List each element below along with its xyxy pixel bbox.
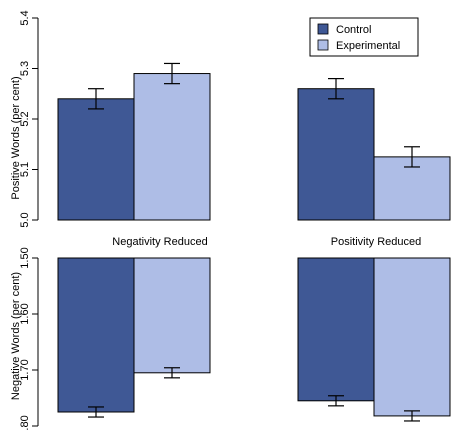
bottom-bar-positivity-reduced-experimental bbox=[373, 257, 451, 417]
top-panel: 5.0 5.1 5.2 5.3 5.4 Positive Words (per cent… bbox=[10, 10, 451, 228]
top-bars bbox=[57, 73, 451, 221]
top-bar-negativity-reduced-experimental bbox=[133, 73, 211, 221]
top-error-bar-positivity-reduced-control bbox=[328, 77, 344, 100]
bottom-bar-positivity-reduced-control bbox=[297, 257, 375, 402]
bottom-panel: 1.50 1.60 1.70 1.80 Negative Words (per cen… bbox=[10, 247, 451, 431]
category-label-negativity-reduced: Negativity Reduced bbox=[112, 236, 207, 248]
bottom-error-bar-positivity-reduced-control bbox=[328, 395, 344, 407]
top-error-bars bbox=[88, 62, 420, 168]
top-error-bar-negativity-reduced-experimental bbox=[164, 62, 180, 85]
bottom-bar-negativity-reduced-experimental bbox=[133, 257, 211, 374]
category-label-positivity-reduced: Positivity Reduced bbox=[331, 236, 422, 248]
top-bar-negativity-reduced-control bbox=[57, 98, 135, 221]
bottom-bars bbox=[57, 257, 451, 417]
legend-label-experimental: Experimental bbox=[336, 40, 400, 52]
bottom-y-tick-label-0: 1.50 bbox=[19, 247, 31, 268]
bottom-y-tick-label-2: 1.70 bbox=[19, 359, 31, 380]
bottom-y-tick-label-3: 1.80 bbox=[19, 415, 31, 431]
bottom-error-bars bbox=[88, 367, 420, 422]
top-y-tick-label-0: 5.0 bbox=[19, 212, 31, 227]
legend: Control Experimental bbox=[309, 17, 419, 57]
top-y-axis: 5.0 5.1 5.2 5.3 5.4 bbox=[19, 10, 39, 228]
top-bar-positivity-reduced-control bbox=[297, 88, 375, 221]
top-y-tick-label-3: 5.3 bbox=[19, 61, 31, 76]
top-y-tick-label-2: 5.2 bbox=[19, 111, 31, 126]
top-y-tick-label-1: 5.1 bbox=[19, 162, 31, 177]
bottom-error-bar-negativity-reduced-experimental bbox=[164, 367, 180, 379]
top-y-tick-label-4: 5.4 bbox=[19, 10, 31, 25]
bottom-y-axis: 1.50 1.60 1.70 1.80 bbox=[19, 247, 39, 431]
top-y-axis-label: Positive Words (per cent) bbox=[10, 76, 22, 199]
bottom-error-bar-positivity-reduced-experimental bbox=[404, 410, 420, 422]
bottom-bar-negativity-reduced-control bbox=[57, 257, 135, 413]
top-error-bar-positivity-reduced-experimental bbox=[404, 146, 420, 168]
bottom-y-axis-label: Negative Words (per cent) bbox=[10, 272, 22, 400]
bottom-error-bar-negativity-reduced-control bbox=[88, 406, 104, 418]
legend-label-control: Control bbox=[336, 24, 371, 36]
top-error-bar-negativity-reduced-control bbox=[88, 88, 104, 110]
legend-swatch-experimental bbox=[317, 39, 329, 51]
category-labels: Negativity Reduced Positivity Reduced bbox=[112, 236, 421, 248]
legend-swatch-control bbox=[317, 23, 329, 35]
bottom-y-tick-label-1: 1.60 bbox=[19, 303, 31, 324]
